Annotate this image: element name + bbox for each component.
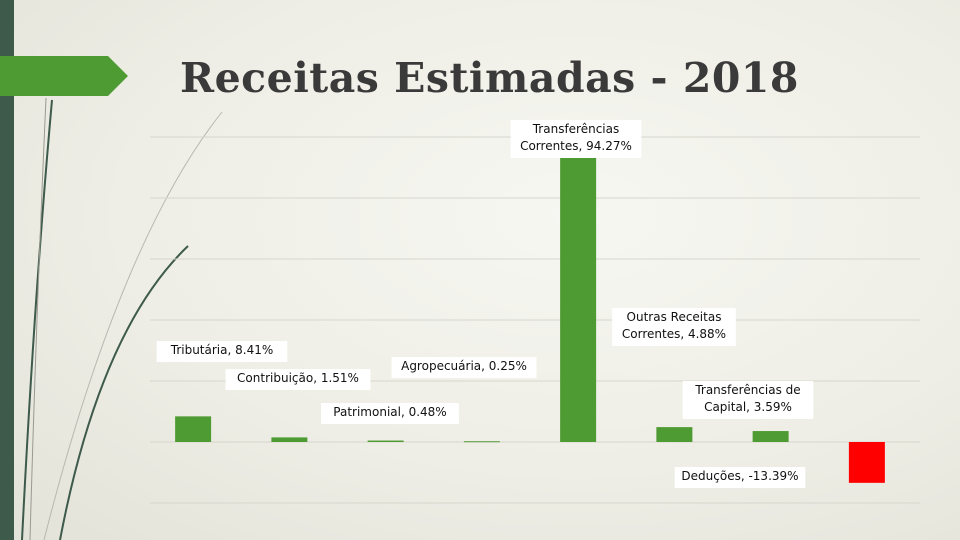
bar-6	[656, 427, 693, 442]
bar-8	[848, 442, 885, 483]
data-label: Capital, 3.59%	[704, 400, 792, 414]
data-label-background	[510, 120, 642, 158]
bar-7	[752, 431, 789, 442]
bar-1	[175, 416, 212, 442]
data-labels: Tributária, 8.41% Contribuição, 1.51% Patr…	[156, 120, 814, 488]
data-label: Deduções, -13.39%	[681, 469, 798, 483]
bars	[175, 154, 885, 483]
data-label-background	[674, 467, 806, 488]
bar-5	[560, 154, 597, 442]
data-label-background	[156, 341, 288, 362]
data-label: Correntes, 4.88%	[622, 327, 726, 341]
data-label-background	[391, 357, 537, 378]
data-label-background	[612, 308, 736, 346]
bar-3	[367, 440, 404, 442]
data-label: Outras Receitas	[627, 310, 722, 324]
data-label: Agropecuária, 0.25%	[401, 359, 527, 373]
data-label: Transferências de	[694, 383, 800, 397]
page-title: Receitas Estimadas - 2018	[180, 54, 799, 102]
data-label: Tributária, 8.41%	[170, 343, 274, 357]
left-accent-strip	[0, 0, 14, 540]
data-label: Contribuição, 1.51%	[237, 371, 359, 385]
data-label-background	[682, 381, 814, 419]
bar-4	[463, 441, 500, 443]
data-label: Correntes, 94.27%	[520, 139, 632, 153]
data-label-background	[225, 369, 371, 390]
bar-2	[271, 437, 308, 442]
data-label-background	[321, 403, 459, 424]
title-tab-arrow	[0, 56, 128, 96]
data-label: Patrimonial, 0.48%	[333, 405, 446, 419]
gridlines	[150, 136, 920, 504]
data-label: Transferências	[532, 122, 620, 136]
